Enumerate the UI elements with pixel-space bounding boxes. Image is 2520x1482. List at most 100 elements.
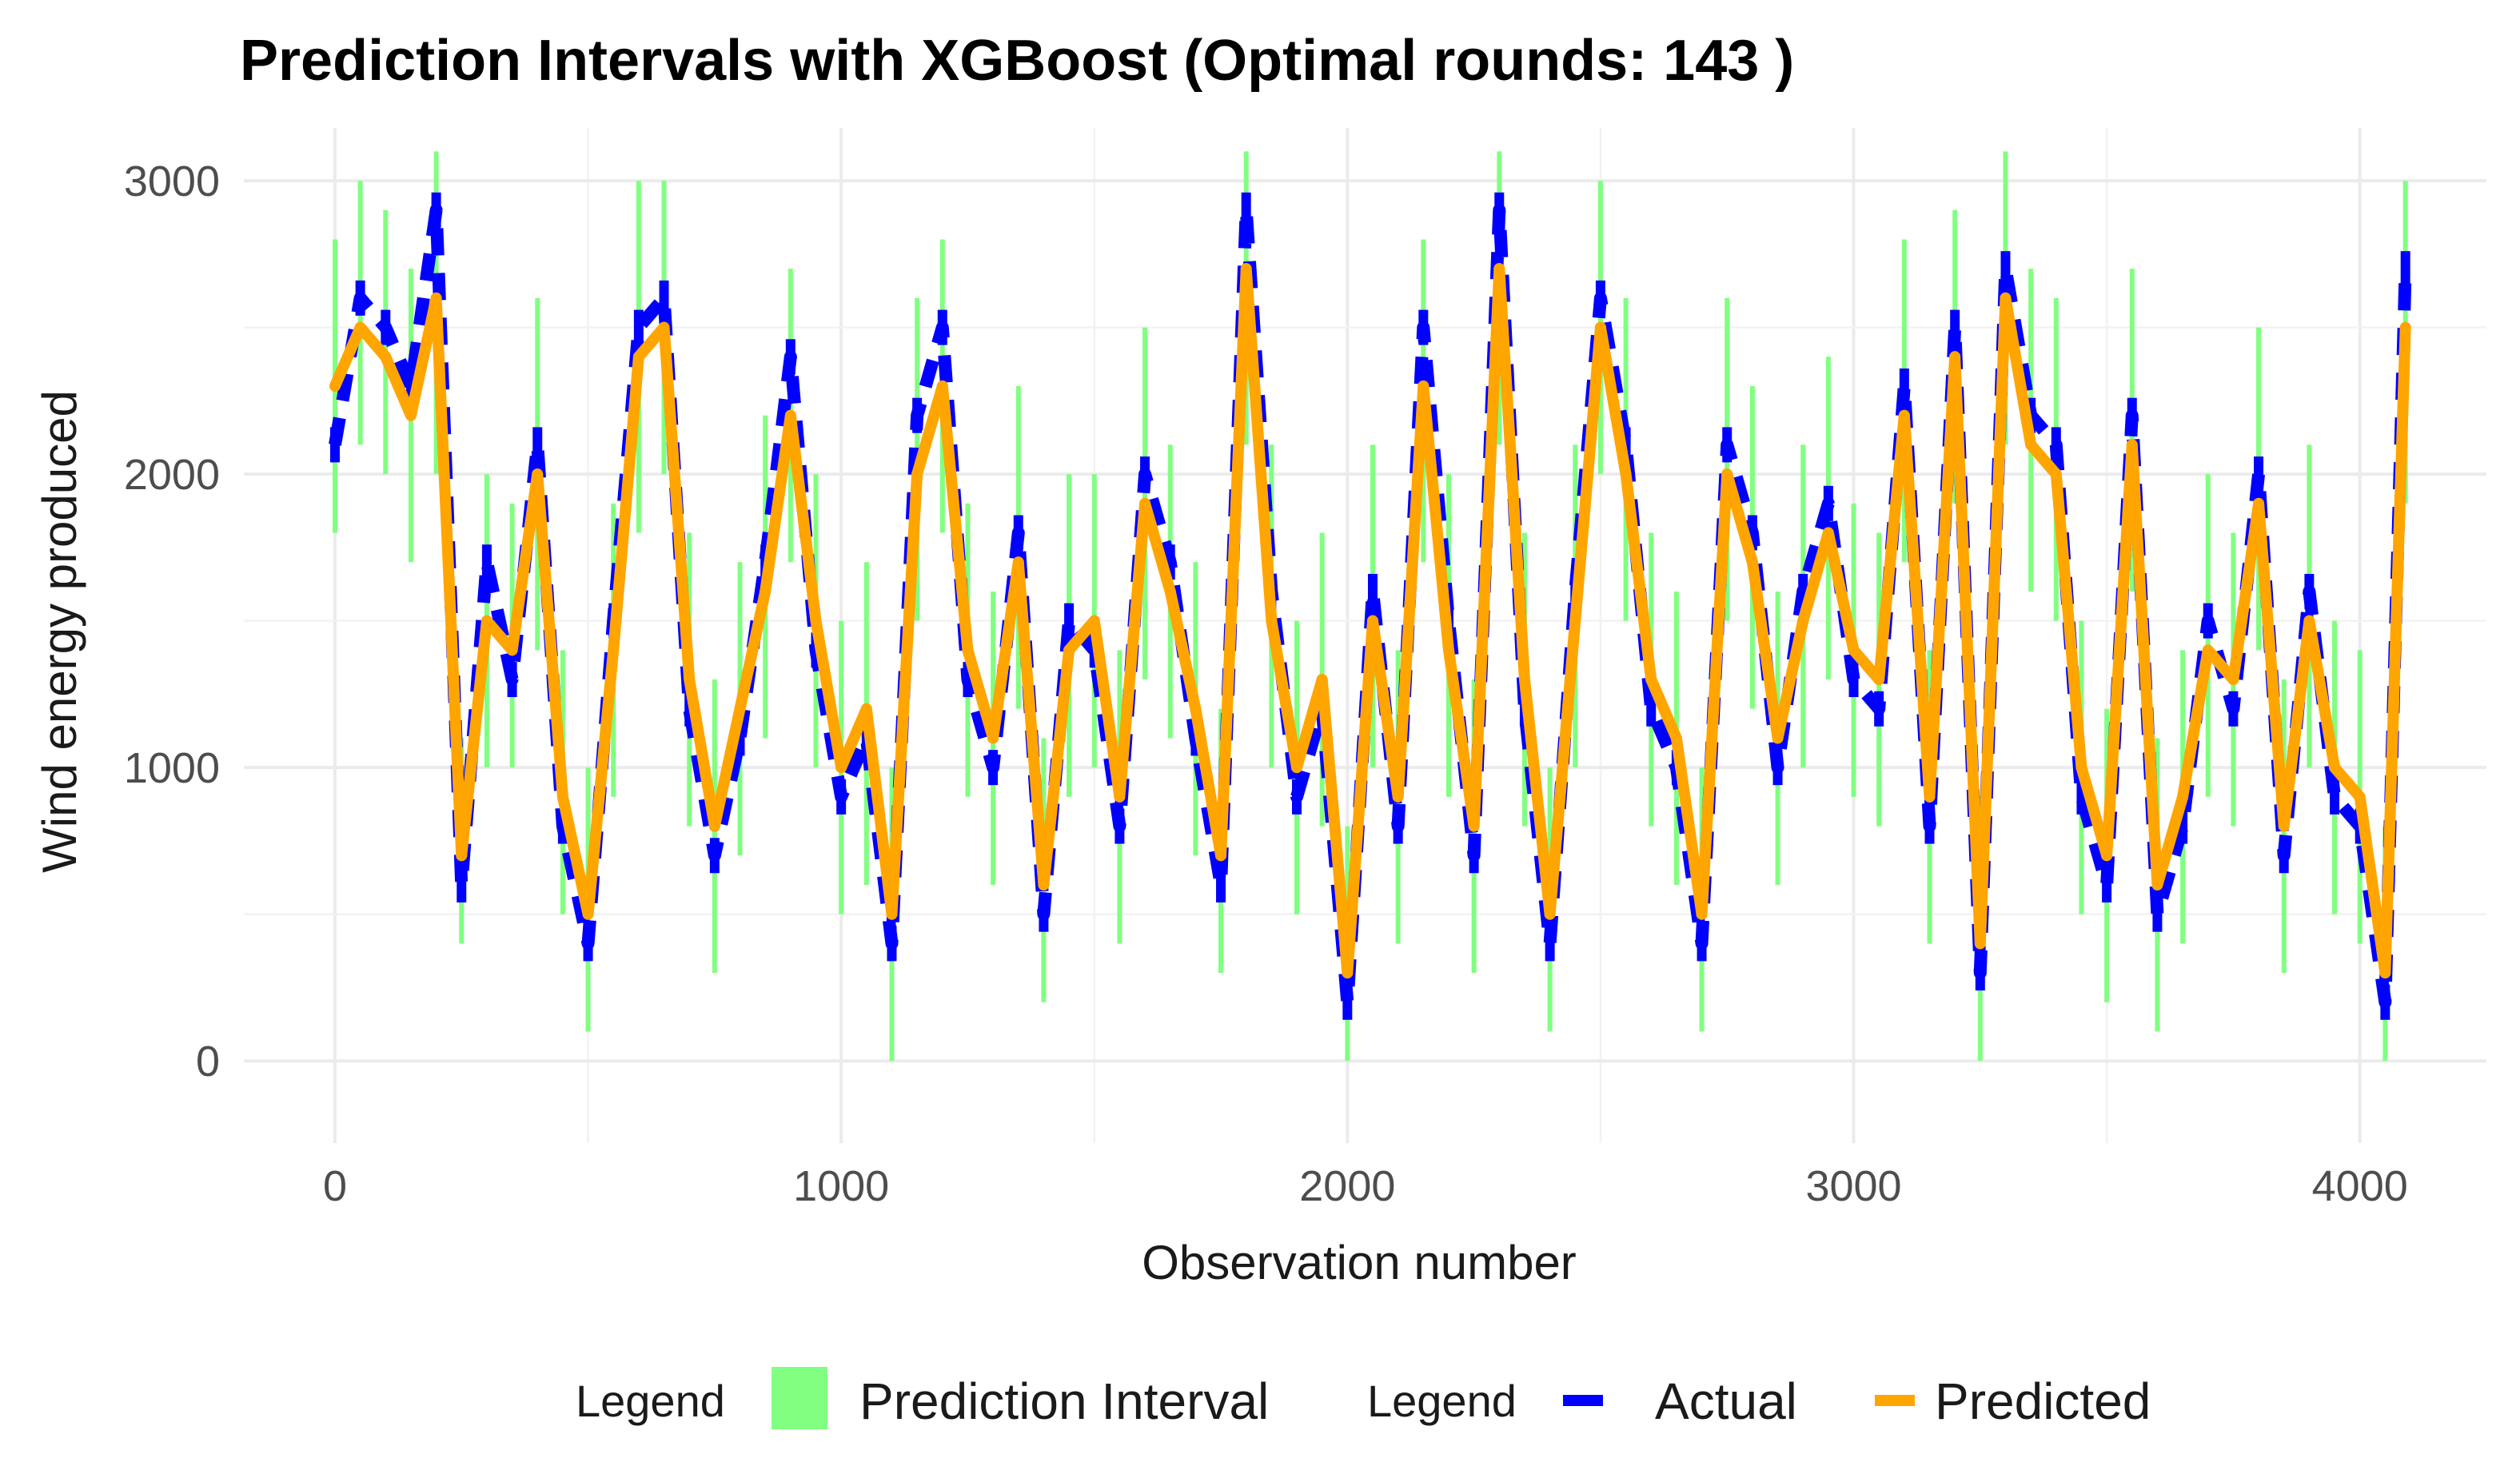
predicted-point (658, 321, 670, 333)
predicted-point (760, 585, 772, 597)
predicted-point (532, 468, 544, 480)
actual-point (1950, 309, 1960, 345)
actual-point (2330, 779, 2340, 815)
y-axis-ticks: 0 1000 2000 3000 (124, 157, 220, 1086)
actual-point (1823, 485, 1833, 521)
actual-point (1874, 691, 1884, 727)
legend-label-prediction-interval: Prediction Interval (859, 1372, 1269, 1430)
predicted-point (1974, 938, 1986, 950)
actual-point (1039, 896, 1049, 932)
actual-point (1697, 926, 1707, 962)
legend: Legend Prediction Interval Legend Actual… (576, 1367, 2151, 1430)
chart-title: Prediction Intervals with XGBoost (Optim… (240, 29, 1794, 93)
predicted-point (405, 409, 417, 421)
actual-point (431, 192, 441, 228)
legend-label-actual: Actual (1655, 1372, 1797, 1430)
actual-point (1975, 955, 1985, 991)
legend-title-interval: Legend (576, 1376, 725, 1426)
actual-point (1241, 192, 1251, 228)
predicted-point (1797, 615, 1809, 627)
legend-title-series: Legend (1367, 1376, 1517, 1426)
predicted-point (329, 380, 341, 392)
predicted-point (1316, 674, 1328, 686)
actual-series (329, 192, 2412, 1020)
predicted-point (2354, 791, 2366, 803)
predicted-point (430, 292, 442, 304)
actual-point (405, 369, 416, 404)
actual-point (937, 309, 947, 345)
actual-point (785, 339, 795, 375)
predicted-point (2025, 439, 2037, 451)
predicted-point (1266, 615, 1278, 627)
predicted-point (1114, 791, 1126, 803)
actual-point (2254, 456, 2264, 492)
x-tick-label: 0 (323, 1162, 347, 1210)
actual-point (1595, 280, 1605, 316)
actual-point (1114, 808, 1125, 844)
actual-point (1140, 456, 1150, 492)
predicted-point (1139, 497, 1151, 509)
predicted-point (2253, 497, 2265, 509)
predicted-point (1038, 878, 1050, 890)
actual-point (2279, 838, 2289, 874)
actual-point (1064, 603, 1075, 639)
predicted-point (354, 321, 366, 333)
predicted-point (608, 644, 620, 656)
x-tick-label: 4000 (2312, 1162, 2408, 1210)
predicted-point (1240, 263, 1252, 275)
actual-point (1848, 662, 1859, 698)
predicted-point (1063, 644, 1075, 656)
predicted-point (1215, 850, 1227, 862)
predicted-point (456, 850, 468, 862)
predicted-point (734, 703, 746, 715)
predicted-point (1670, 732, 1682, 744)
predicted-series (329, 263, 2411, 979)
x-tick-label: 3000 (1805, 1162, 1901, 1210)
actual-point (329, 427, 340, 463)
predicted-point (1493, 263, 1505, 275)
predicted-point (556, 791, 568, 803)
actual-point (887, 926, 897, 962)
actual-point (1722, 427, 1732, 463)
predicted-point (2379, 967, 2391, 979)
legend-key-prediction-interval (772, 1367, 827, 1429)
actual-point (1899, 369, 1909, 404)
predicted-point (1746, 556, 1758, 568)
predicted-point (1392, 791, 1404, 803)
predicted-point (936, 380, 948, 392)
predicted-point (2399, 321, 2411, 333)
predicted-point (380, 351, 392, 363)
predicted-point (1848, 644, 1860, 656)
predicted-point (1822, 527, 1834, 539)
predicted-point (1291, 762, 1303, 774)
actual-point (709, 838, 720, 874)
predicted-point (1442, 644, 1454, 656)
x-tick-label: 2000 (1299, 1162, 1395, 1210)
actual-point (1924, 808, 1935, 844)
predicted-point (506, 644, 518, 656)
predicted-point (684, 674, 696, 686)
actual-point (912, 397, 923, 433)
predicted-point (1164, 585, 1176, 597)
actual-point (633, 309, 644, 345)
actual-point (659, 280, 669, 316)
predicted-point (1366, 615, 1378, 627)
actual-point (2127, 397, 2137, 433)
actual-point (1393, 808, 1403, 844)
predicted-point (2050, 468, 2062, 480)
predicted-point (1721, 468, 1733, 480)
predicted-point (2329, 762, 2341, 774)
predicted-point (1645, 674, 1657, 686)
y-tick-label: 1000 (124, 744, 220, 792)
predicted-point (1544, 908, 1556, 920)
predicted-point (1468, 820, 1480, 832)
predicted-point (1924, 791, 1936, 803)
y-axis-title: Wind energy produced (33, 390, 86, 873)
predicted-point (632, 351, 644, 363)
actual-point (1342, 984, 1353, 1020)
predicted-point (480, 615, 492, 627)
y-tick-label: 2000 (124, 451, 220, 499)
predicted-point (810, 615, 822, 627)
actual-point (2000, 251, 2011, 287)
x-tick-label: 1000 (793, 1162, 889, 1210)
